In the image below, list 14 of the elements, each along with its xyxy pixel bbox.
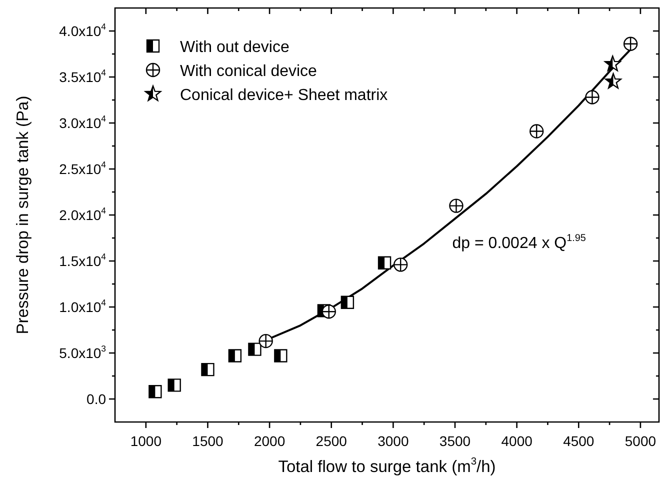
- x-tick-label: 1500: [192, 433, 224, 449]
- x-tick-label: 3500: [439, 433, 471, 449]
- y-axis-title: Pressure drop in surge tank (Pa): [14, 96, 32, 334]
- legend-label: With conical device: [180, 63, 318, 80]
- x-tick-label: 4000: [501, 433, 533, 449]
- legend-label: Conical device+ Sheet matrix: [180, 87, 388, 104]
- x-tick-label: 2000: [254, 433, 286, 449]
- x-tick-label: 1000: [130, 433, 162, 449]
- x-tick-label: 3000: [378, 433, 409, 449]
- legend-label: With out device: [180, 39, 290, 56]
- x-tick-label: 4500: [563, 433, 594, 449]
- x-tick-label: 5000: [624, 433, 656, 449]
- x-tick-label: 2500: [316, 433, 348, 449]
- y-tick-label: 0.0: [86, 391, 106, 407]
